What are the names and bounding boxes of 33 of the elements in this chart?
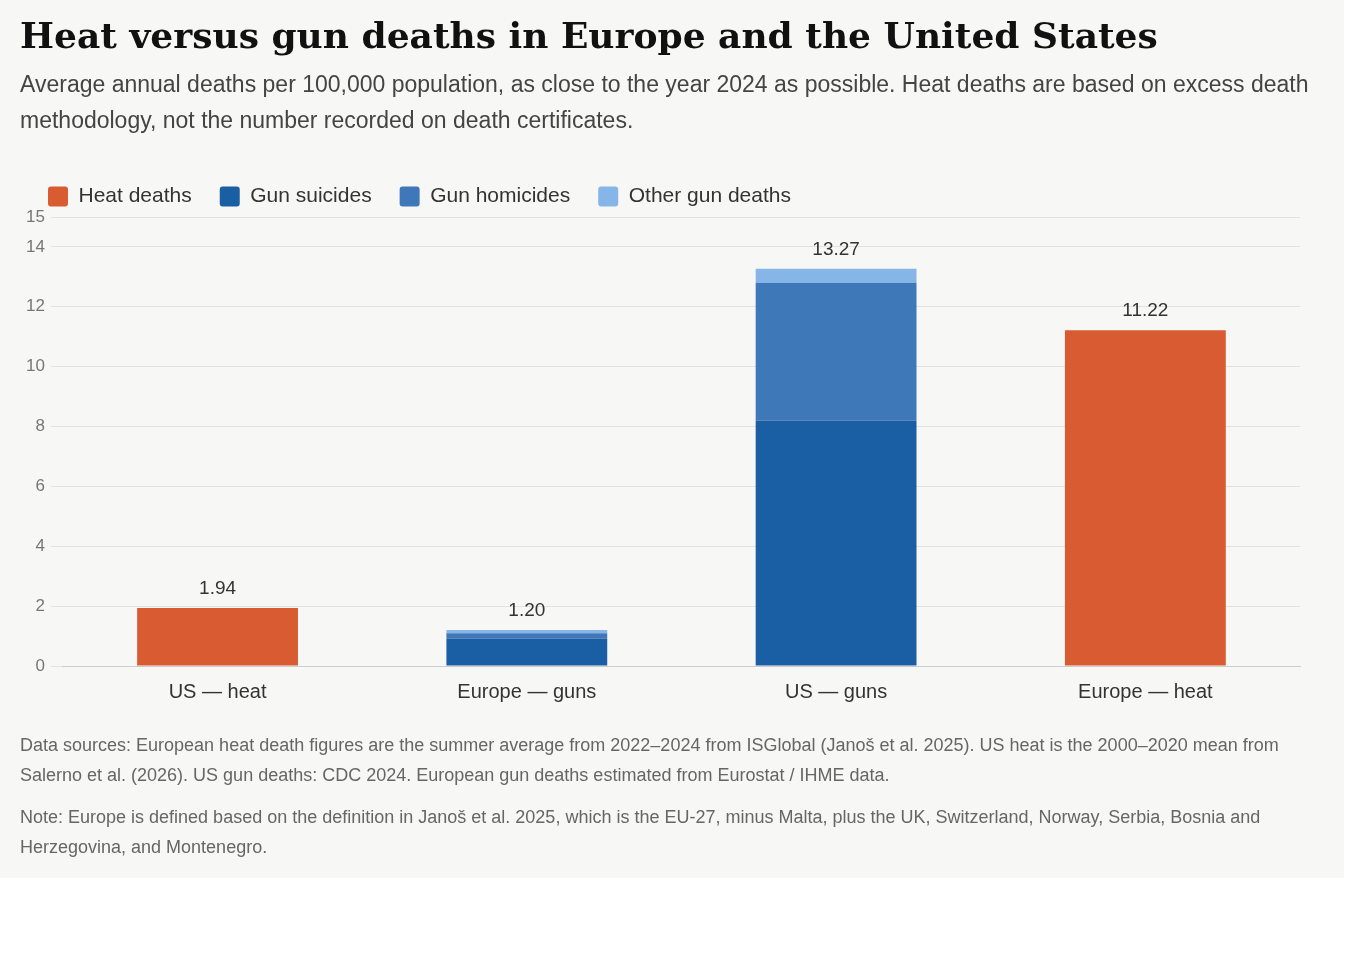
y-tick-label: 0	[35, 655, 45, 675]
bar	[755, 282, 917, 421]
x-tick-label: Europe — guns	[457, 679, 597, 702]
total-label: 11.22	[1122, 298, 1169, 320]
total-label: 1.20	[508, 598, 546, 620]
bar	[1064, 330, 1226, 666]
bar	[446, 630, 608, 634]
y-tick-label: 8	[35, 416, 45, 436]
total-label: 13.27	[812, 237, 860, 259]
y-tick-label: 10	[25, 356, 45, 376]
legend-label: Heat deaths	[78, 183, 192, 207]
x-tick-label: Europe — heat	[1078, 679, 1214, 702]
bar	[446, 633, 608, 639]
legend-label: Other gun deaths	[628, 183, 791, 207]
y-tick-label: 14	[25, 236, 45, 256]
y-tick-label: 12	[25, 296, 45, 316]
bar	[137, 607, 298, 666]
bar	[446, 638, 608, 666]
bar	[755, 268, 917, 283]
y-tick-label: 15	[25, 206, 45, 226]
total-label: 1.94	[199, 576, 237, 598]
chart-title: Heat versus gun deaths in Europe and the United States	[20, 14, 1159, 56]
text: Note: Europe is defined based on the definition in Janoš et al. 2025, which is the EU-27, minus Malta, plus the UK, Switzerland, Norway, Serbia, Bosnia and Herzegovina, and Montenegro.	[20, 806, 1262, 859]
x-tick-label: US — heat	[168, 679, 267, 702]
chart-subtitle: Average annual deaths per 100,000 population, as close to the year 2024 as possible. Heat deaths are based on excess death methodology, not the number recorded on death certificates.	[20, 70, 1310, 135]
y-tick-label: 2	[35, 595, 45, 615]
y-tick-label: 6	[35, 476, 45, 496]
legend-label: Gun suicides	[250, 183, 372, 207]
legend-label: Gun homicides	[430, 183, 571, 207]
bar	[755, 420, 917, 666]
text: Data sources: European heat death figures are the summer average from 2022–2024 from ISGlobal (Janoš et al. 2025). US heat is the 2000–2020 mean from Salerno et al. (2026). US gun deaths: CDC 2024. European gun deaths estimated from Eurostat / IHME data.	[20, 734, 1280, 787]
x-tick-label: US — guns	[784, 679, 888, 702]
y-tick-label: 4	[35, 535, 45, 555]
